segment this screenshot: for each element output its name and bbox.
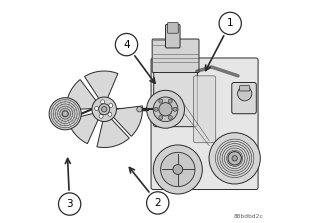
Circle shape — [168, 116, 172, 120]
Text: 2: 2 — [155, 198, 161, 208]
Circle shape — [99, 114, 103, 118]
Circle shape — [62, 111, 68, 117]
Circle shape — [228, 152, 241, 165]
Circle shape — [109, 103, 113, 107]
Circle shape — [146, 90, 184, 128]
Circle shape — [95, 106, 99, 110]
Circle shape — [232, 156, 237, 161]
Circle shape — [101, 100, 104, 104]
Polygon shape — [85, 71, 118, 99]
FancyBboxPatch shape — [151, 58, 258, 190]
Circle shape — [101, 107, 107, 112]
Circle shape — [58, 193, 81, 215]
Circle shape — [159, 99, 163, 103]
FancyBboxPatch shape — [165, 25, 180, 48]
Circle shape — [146, 192, 169, 214]
Circle shape — [108, 112, 112, 116]
FancyBboxPatch shape — [154, 50, 197, 127]
FancyBboxPatch shape — [152, 39, 199, 72]
Polygon shape — [113, 106, 142, 136]
Text: 4: 4 — [123, 40, 130, 50]
Circle shape — [168, 99, 172, 103]
FancyBboxPatch shape — [239, 86, 250, 91]
Circle shape — [219, 12, 241, 35]
Circle shape — [173, 165, 183, 174]
Circle shape — [154, 107, 158, 111]
FancyBboxPatch shape — [193, 76, 216, 143]
Circle shape — [159, 103, 172, 116]
FancyBboxPatch shape — [232, 83, 256, 114]
Polygon shape — [66, 80, 96, 110]
Text: 3: 3 — [66, 199, 73, 209]
Circle shape — [99, 104, 110, 115]
Circle shape — [160, 152, 195, 187]
Polygon shape — [97, 118, 129, 148]
Circle shape — [159, 116, 163, 120]
Circle shape — [238, 87, 252, 101]
FancyBboxPatch shape — [168, 23, 178, 33]
Circle shape — [173, 107, 177, 111]
Circle shape — [92, 97, 117, 122]
Polygon shape — [67, 113, 99, 144]
Circle shape — [209, 133, 260, 184]
Circle shape — [49, 98, 81, 130]
Circle shape — [115, 33, 138, 56]
Circle shape — [153, 97, 178, 122]
Circle shape — [153, 145, 202, 194]
Text: 1: 1 — [227, 19, 234, 28]
Circle shape — [137, 107, 142, 112]
Text: 80bdbd2c: 80bdbd2c — [234, 214, 264, 219]
